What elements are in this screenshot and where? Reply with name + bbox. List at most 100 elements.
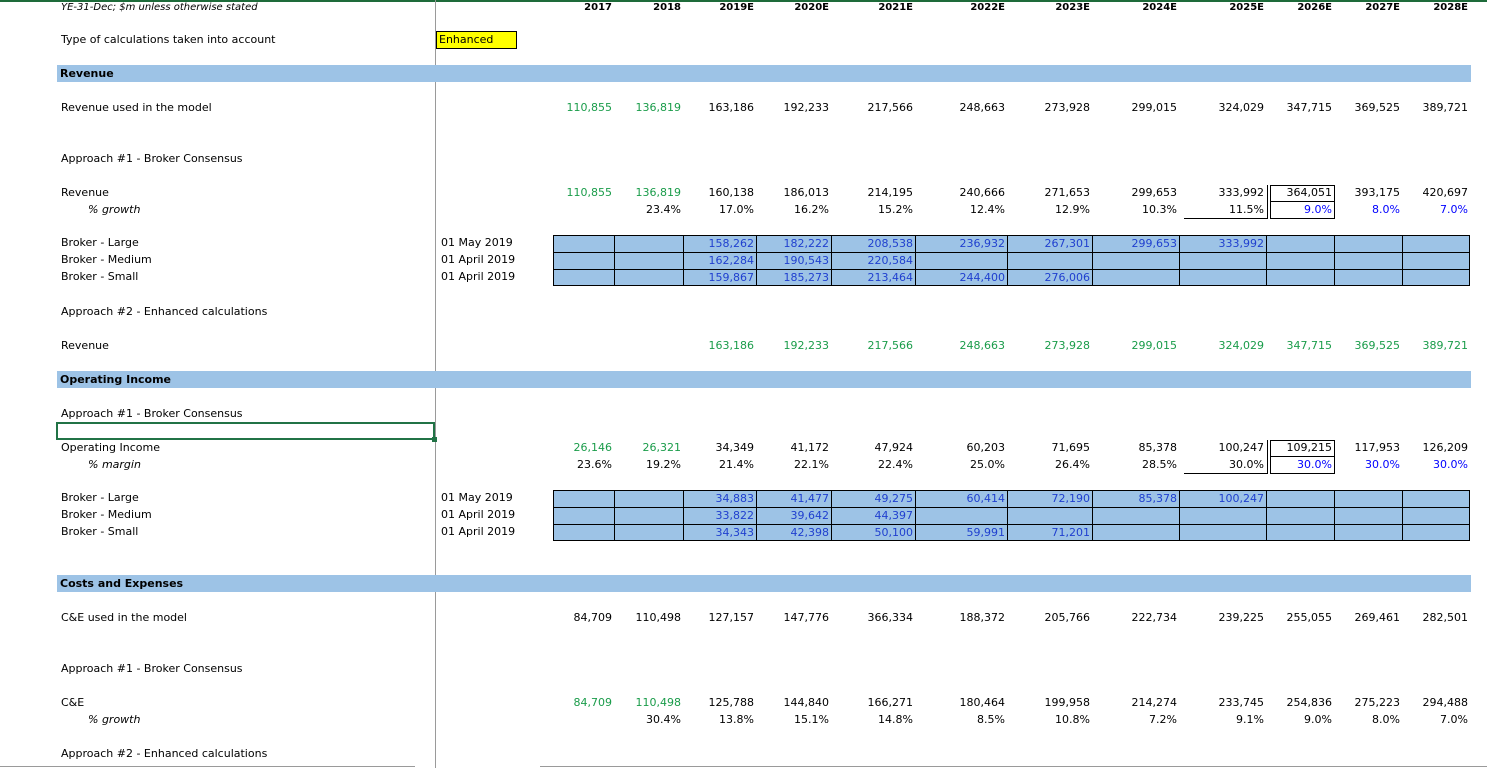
oi-broker-date-1[interactable]: 01 April 2019 (441, 508, 516, 521)
selected-cell[interactable] (56, 422, 435, 440)
ce-2027e[interactable]: 275,223 (1354, 696, 1401, 709)
fill-handle[interactable] (432, 437, 437, 442)
rev-broker-cell[interactable]: 299,653 (1131, 237, 1178, 250)
rev-used-2018[interactable]: 136,819 (635, 101, 682, 114)
rev-used-2022e[interactable]: 248,663 (959, 101, 1006, 114)
ce-used-2027e[interactable]: 269,461 (1354, 611, 1401, 624)
year-header-2025e[interactable]: 2025E (1229, 2, 1264, 13)
oi-broker-cell[interactable]: 42,398 (790, 526, 830, 539)
ce-2021e[interactable]: 166,271 (867, 696, 914, 709)
rev-growth-2019e[interactable]: 17.0% (719, 203, 754, 216)
oi-margin-2024e[interactable]: 28.5% (1142, 458, 1177, 471)
ce-2020e[interactable]: 144,840 (783, 696, 830, 709)
ce-used-2024e[interactable]: 222,734 (1131, 611, 1178, 624)
rev-a2-2027e[interactable]: 369,525 (1354, 339, 1401, 352)
rev-broker-cell[interactable]: 182,222 (783, 237, 830, 250)
oi-broker-cell[interactable]: 39,642 (790, 509, 830, 522)
ce-2022e[interactable]: 180,464 (959, 696, 1006, 709)
ce-growth-2028e[interactable]: 7.0% (1440, 713, 1468, 726)
rev-growth-2025e[interactable]: 11.5% (1229, 203, 1264, 216)
oi-margin-2027e[interactable]: 30.0% (1365, 458, 1400, 471)
ce-2023e[interactable]: 199,958 (1044, 696, 1091, 709)
oi-margin-2023e[interactable]: 26.4% (1055, 458, 1090, 471)
calc-type-selector[interactable]: Enhanced (436, 31, 517, 49)
ce-used-2019e[interactable]: 127,157 (708, 611, 755, 624)
ce-used-2025e[interactable]: 239,225 (1218, 611, 1265, 624)
ce-used-2026e[interactable]: 255,055 (1286, 611, 1333, 624)
oi-2022e[interactable]: 60,203 (966, 441, 1006, 454)
rev-broker-cell[interactable]: 333,992 (1218, 237, 1265, 250)
rev-a1-2022e[interactable]: 240,666 (959, 186, 1006, 199)
oi-broker-cell[interactable]: 44,397 (874, 509, 914, 522)
ce-used-2020e[interactable]: 147,776 (783, 611, 830, 624)
rev-used-2019e[interactable]: 163,186 (708, 101, 755, 114)
rev-growth-2022e[interactable]: 12.4% (970, 203, 1005, 216)
year-header-2017[interactable]: 2017 (584, 2, 612, 13)
rev-growth-2026e[interactable]: 9.0% (1304, 203, 1332, 216)
oi-margin-2022e[interactable]: 25.0% (970, 458, 1005, 471)
rev-a1-2020e[interactable]: 186,013 (783, 186, 830, 199)
rev-used-2020e[interactable]: 192,233 (783, 101, 830, 114)
ce-2028e[interactable]: 294,488 (1422, 696, 1469, 709)
oi-broker-date-0[interactable]: 01 May 2019 (441, 491, 513, 504)
rev-a1-2028e[interactable]: 420,697 (1422, 186, 1469, 199)
ce-growth-2026e[interactable]: 9.0% (1304, 713, 1332, 726)
rev-a2-2021e[interactable]: 217,566 (867, 339, 914, 352)
oi-2023e[interactable]: 71,695 (1051, 441, 1091, 454)
rev-growth-2023e[interactable]: 12.9% (1055, 203, 1090, 216)
ce-growth-2025e[interactable]: 9.1% (1236, 713, 1264, 726)
rev-used-2025e[interactable]: 324,029 (1218, 101, 1265, 114)
rev-used-2026e[interactable]: 347,715 (1286, 101, 1333, 114)
oi-2021e[interactable]: 47,924 (874, 441, 914, 454)
oi-2026e[interactable]: 109,215 (1286, 441, 1333, 454)
rev-broker-cell[interactable]: 162,284 (708, 254, 755, 267)
rev-a2-2025e[interactable]: 324,029 (1218, 339, 1265, 352)
oi-broker-cell[interactable]: 60,414 (966, 492, 1006, 505)
year-header-2020e[interactable]: 2020E (794, 2, 829, 13)
ce-2026e[interactable]: 254,836 (1286, 696, 1333, 709)
oi-broker-cell[interactable]: 100,247 (1218, 492, 1265, 505)
rev-broker-cell[interactable]: 276,006 (1044, 271, 1091, 284)
rev-broker-date-2[interactable]: 01 April 2019 (441, 270, 516, 283)
rev-growth-2020e[interactable]: 16.2% (794, 203, 829, 216)
oi-broker-cell[interactable]: 72,190 (1051, 492, 1091, 505)
rev-a2-2022e[interactable]: 248,663 (959, 339, 1006, 352)
ce-growth-2023e[interactable]: 10.8% (1055, 713, 1090, 726)
ce-2024e[interactable]: 214,274 (1131, 696, 1178, 709)
oi-2019e[interactable]: 34,349 (715, 441, 755, 454)
ce-growth-2021e[interactable]: 14.8% (878, 713, 913, 726)
oi-broker-cell[interactable]: 41,477 (790, 492, 830, 505)
oi-2017[interactable]: 26,146 (573, 441, 613, 454)
oi-margin-2026e[interactable]: 30.0% (1297, 458, 1332, 471)
oi-margin-2020e[interactable]: 22.1% (794, 458, 829, 471)
rev-broker-cell[interactable]: 185,273 (783, 271, 830, 284)
oi-margin-2021e[interactable]: 22.4% (878, 458, 913, 471)
rev-a1-2023e[interactable]: 271,653 (1044, 186, 1091, 199)
oi-broker-cell[interactable]: 85,378 (1138, 492, 1178, 505)
oi-broker-cell[interactable]: 33,822 (715, 509, 755, 522)
rev-broker-cell[interactable]: 244,400 (959, 271, 1006, 284)
rev-a1-2017[interactable]: 110,855 (566, 186, 613, 199)
rev-a2-2024e[interactable]: 299,015 (1131, 339, 1178, 352)
oi-margin-2028e[interactable]: 30.0% (1433, 458, 1468, 471)
oi-margin-2018[interactable]: 19.2% (646, 458, 681, 471)
year-header-2027e[interactable]: 2027E (1365, 2, 1400, 13)
ce-2018[interactable]: 110,498 (635, 696, 682, 709)
rev-used-2017[interactable]: 110,855 (566, 101, 613, 114)
oi-margin-2025e[interactable]: 30.0% (1229, 458, 1264, 471)
ce-used-2022e[interactable]: 188,372 (959, 611, 1006, 624)
ce-growth-2018[interactable]: 30.4% (646, 713, 681, 726)
rev-used-2027e[interactable]: 369,525 (1354, 101, 1401, 114)
ce-used-2028e[interactable]: 282,501 (1422, 611, 1469, 624)
rev-growth-2028e[interactable]: 7.0% (1440, 203, 1468, 216)
ce-used-2018[interactable]: 110,498 (635, 611, 682, 624)
year-header-2026e[interactable]: 2026E (1297, 2, 1332, 13)
rev-a1-2025e[interactable]: 333,992 (1218, 186, 1265, 199)
rev-a2-2028e[interactable]: 389,721 (1422, 339, 1469, 352)
ce-2025e[interactable]: 233,745 (1218, 696, 1265, 709)
rev-a2-2019e[interactable]: 163,186 (708, 339, 755, 352)
rev-broker-cell[interactable]: 236,932 (959, 237, 1006, 250)
oi-broker-cell[interactable]: 59,991 (966, 526, 1006, 539)
rev-a1-2024e[interactable]: 299,653 (1131, 186, 1178, 199)
year-header-2022e[interactable]: 2022E (970, 2, 1005, 13)
